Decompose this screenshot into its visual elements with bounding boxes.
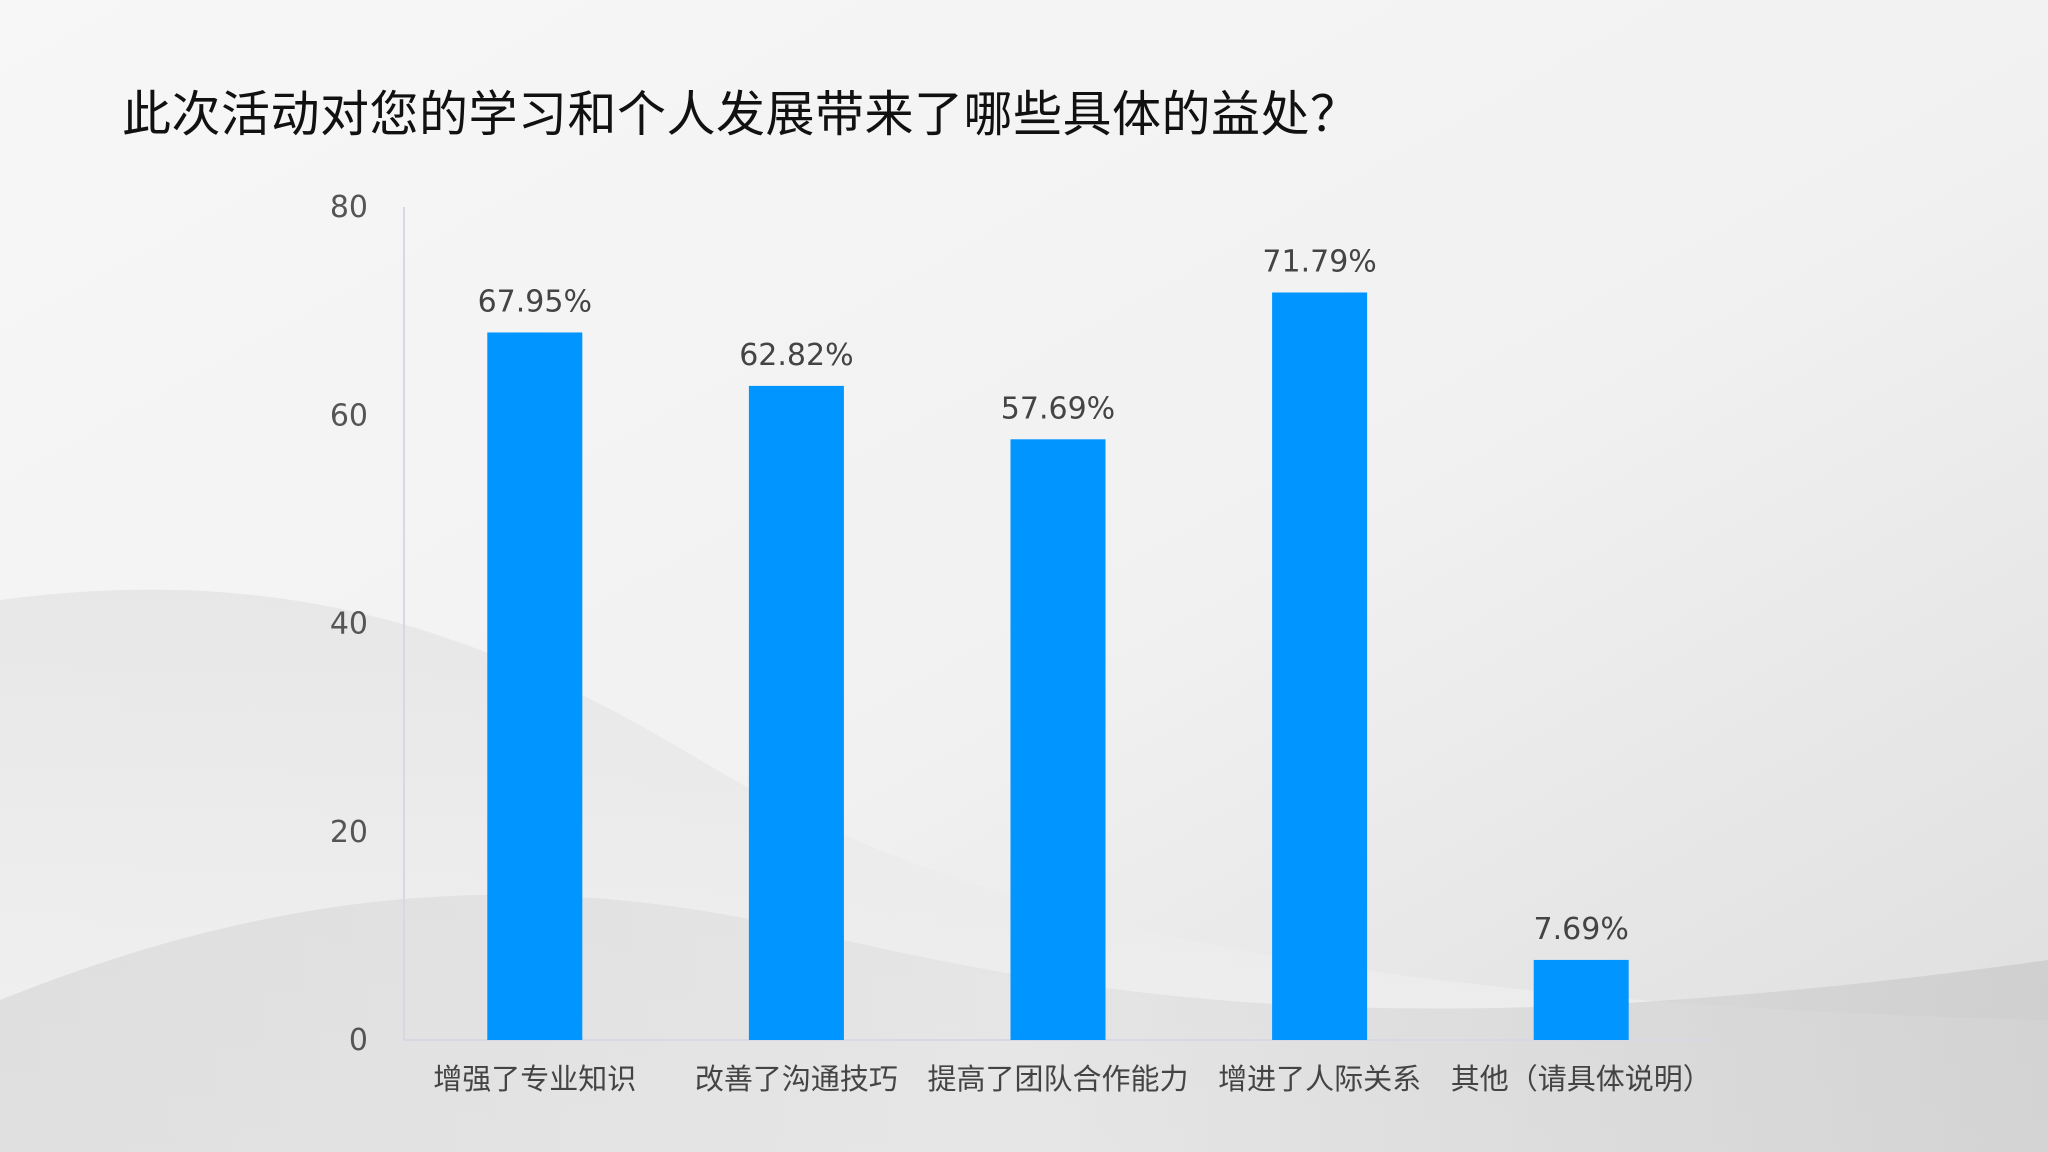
y-tick-label: 60 [330,398,368,433]
y-tick-label: 80 [330,190,368,225]
data-label: 71.79% [1262,244,1376,279]
bar [1272,292,1368,1040]
data-label: 7.69% [1534,912,1629,947]
y-tick-label: 20 [330,815,368,850]
bar [487,332,583,1041]
category-label: 其他（请具体说明） [1451,1062,1712,1096]
data-label: 57.69% [1001,391,1115,426]
chart-labels: 67.95% 增强了专业知识 62.82% 改善了沟通技巧 57.69% 提高了团队合作能… [433,244,1711,1096]
category-label: 增强了专业知识 [433,1062,636,1096]
category-label: 改善了沟通技巧 [695,1062,898,1096]
chart-bars [487,292,1629,1041]
category-label: 提高了团队合作能力 [927,1062,1188,1096]
y-tick-label: 0 [349,1023,368,1058]
data-label: 67.95% [478,284,592,319]
bar [1533,959,1629,1040]
chart-title: 此次活动对您的学习和个人发展带来了哪些具体的益处？ [122,86,1360,143]
data-label: 62.82% [739,338,853,373]
category-label: 增进了人际关系 [1218,1062,1421,1096]
bar [1010,439,1106,1041]
bar [748,385,844,1041]
y-tick-label: 40 [330,607,368,642]
